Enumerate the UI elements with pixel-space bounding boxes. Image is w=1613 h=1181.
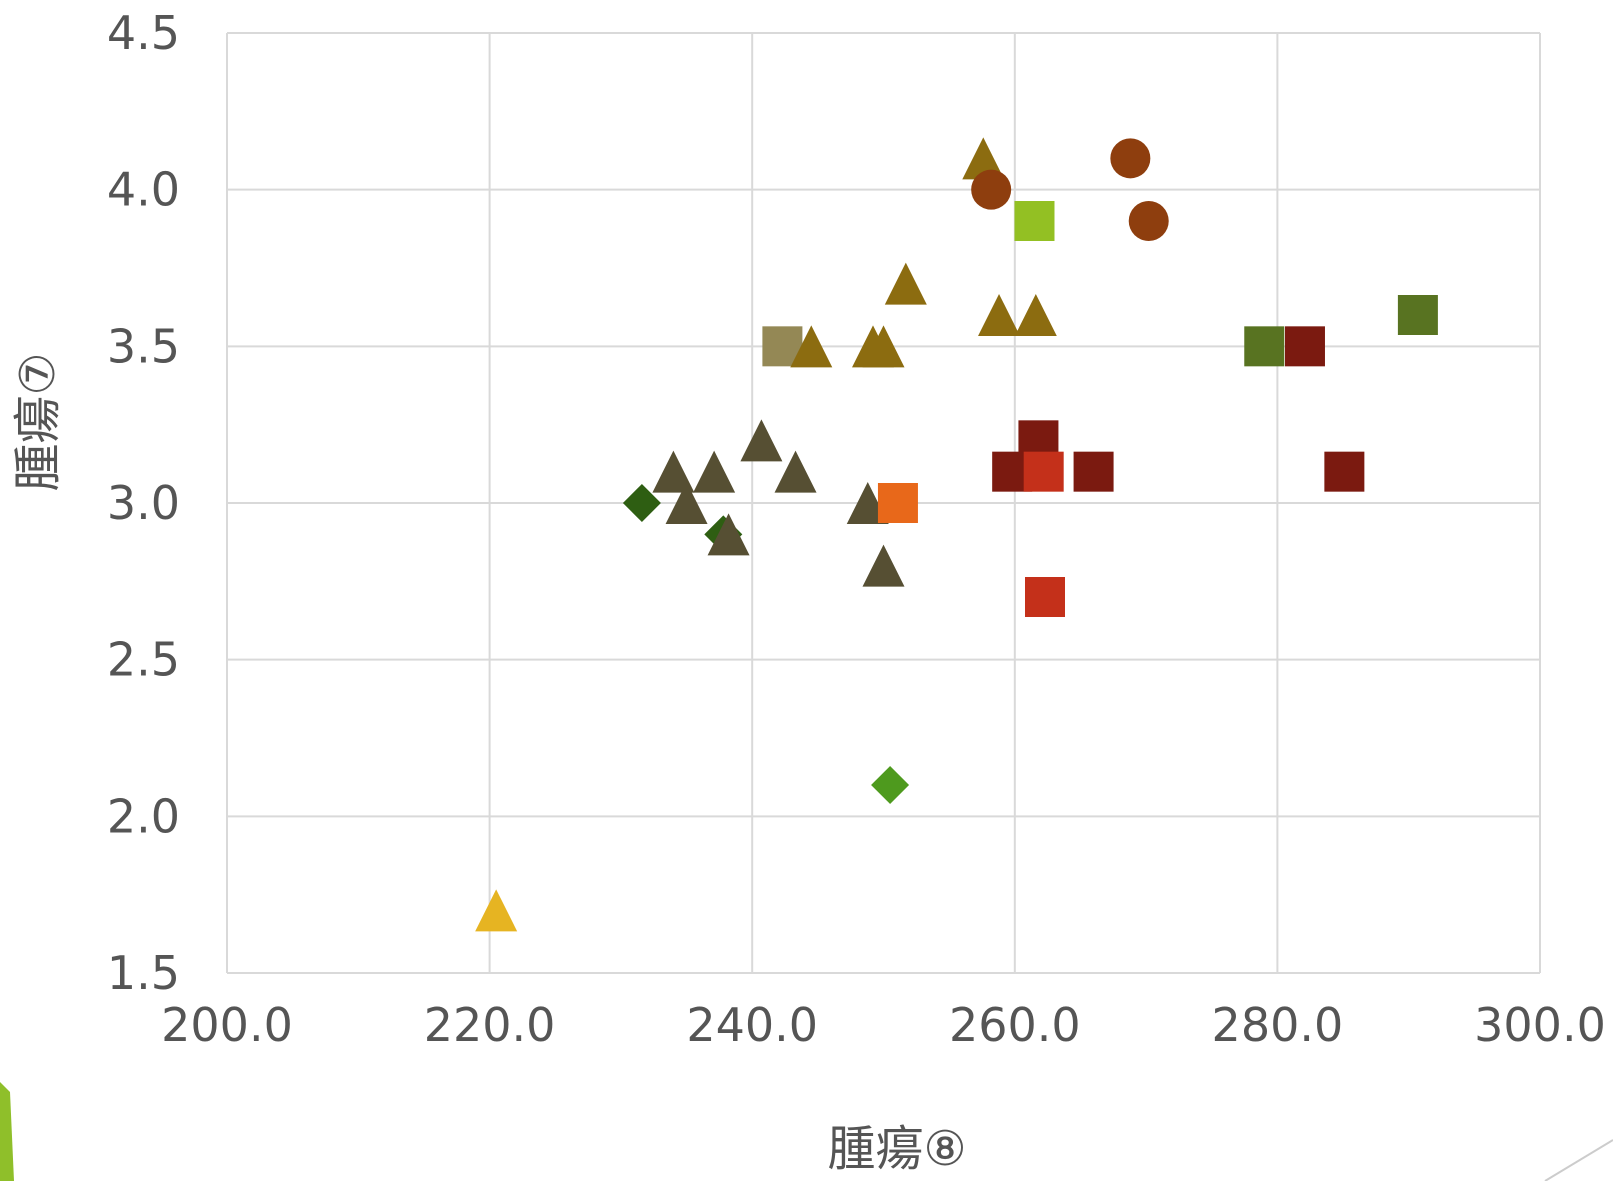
data-point-square <box>1244 326 1285 367</box>
data-point-square <box>1397 295 1438 335</box>
data-point-circle <box>971 169 1012 210</box>
y-axis-tick-labels: 1.5 2.0 2.5 3.0 3.5 4.0 4.5 <box>107 6 180 1000</box>
data-points <box>475 137 1438 932</box>
data-point-circle <box>1110 138 1151 179</box>
data-point-diamond <box>871 766 910 804</box>
data-point-triangle <box>774 450 817 493</box>
x-tick-label: 280.0 <box>1212 998 1344 1052</box>
x-tick-label: 260.0 <box>949 998 1081 1052</box>
data-point-triangle <box>790 325 833 368</box>
data-point-diamond <box>622 484 661 522</box>
data-point-square <box>1014 201 1055 241</box>
data-point-triangle <box>862 544 905 587</box>
y-tick-label: 2.5 <box>107 633 180 687</box>
data-point-triangle <box>862 325 905 368</box>
y-tick-label: 3.0 <box>107 476 180 530</box>
y-tick-label: 3.5 <box>107 319 180 373</box>
data-point-triangle <box>740 419 783 462</box>
y-axis-title: 腫瘍⑦ <box>10 352 66 491</box>
data-point-triangle <box>1014 294 1057 336</box>
y-tick-label: 2.0 <box>107 789 180 843</box>
x-axis-tick-labels: 200.0 220.0 240.0 260.0 280.0 300.0 <box>161 998 1606 1052</box>
data-point-triangle <box>962 137 1005 180</box>
slide-accent-left <box>0 1082 14 1181</box>
y-tick-label: 4.5 <box>107 6 180 60</box>
slide-accent-right <box>1544 1139 1613 1181</box>
data-point-square <box>877 483 918 523</box>
data-point-square <box>1073 451 1114 492</box>
data-point-triangle <box>978 294 1021 336</box>
x-tick-label: 300.0 <box>1474 998 1606 1052</box>
data-point-triangle <box>884 262 927 305</box>
x-tick-label: 220.0 <box>424 998 556 1052</box>
gridlines <box>226 32 1541 974</box>
data-point-triangle <box>707 513 750 556</box>
data-point-triangle <box>475 889 518 932</box>
y-tick-label: 1.5 <box>107 946 180 1000</box>
data-point-circle <box>1128 201 1169 241</box>
data-point-square <box>1024 577 1065 617</box>
data-point-square <box>1023 451 1064 492</box>
data-point-triangle <box>693 450 736 493</box>
x-axis-title: 腫瘍⑧ <box>827 1121 966 1177</box>
data-point-square <box>1284 326 1325 367</box>
data-point-triangle <box>652 450 695 493</box>
x-tick-label: 200.0 <box>161 998 293 1052</box>
y-tick-label: 4.0 <box>107 163 180 217</box>
data-point-triangle <box>665 482 708 524</box>
x-tick-label: 240.0 <box>686 998 818 1052</box>
data-point-square <box>1324 451 1365 492</box>
